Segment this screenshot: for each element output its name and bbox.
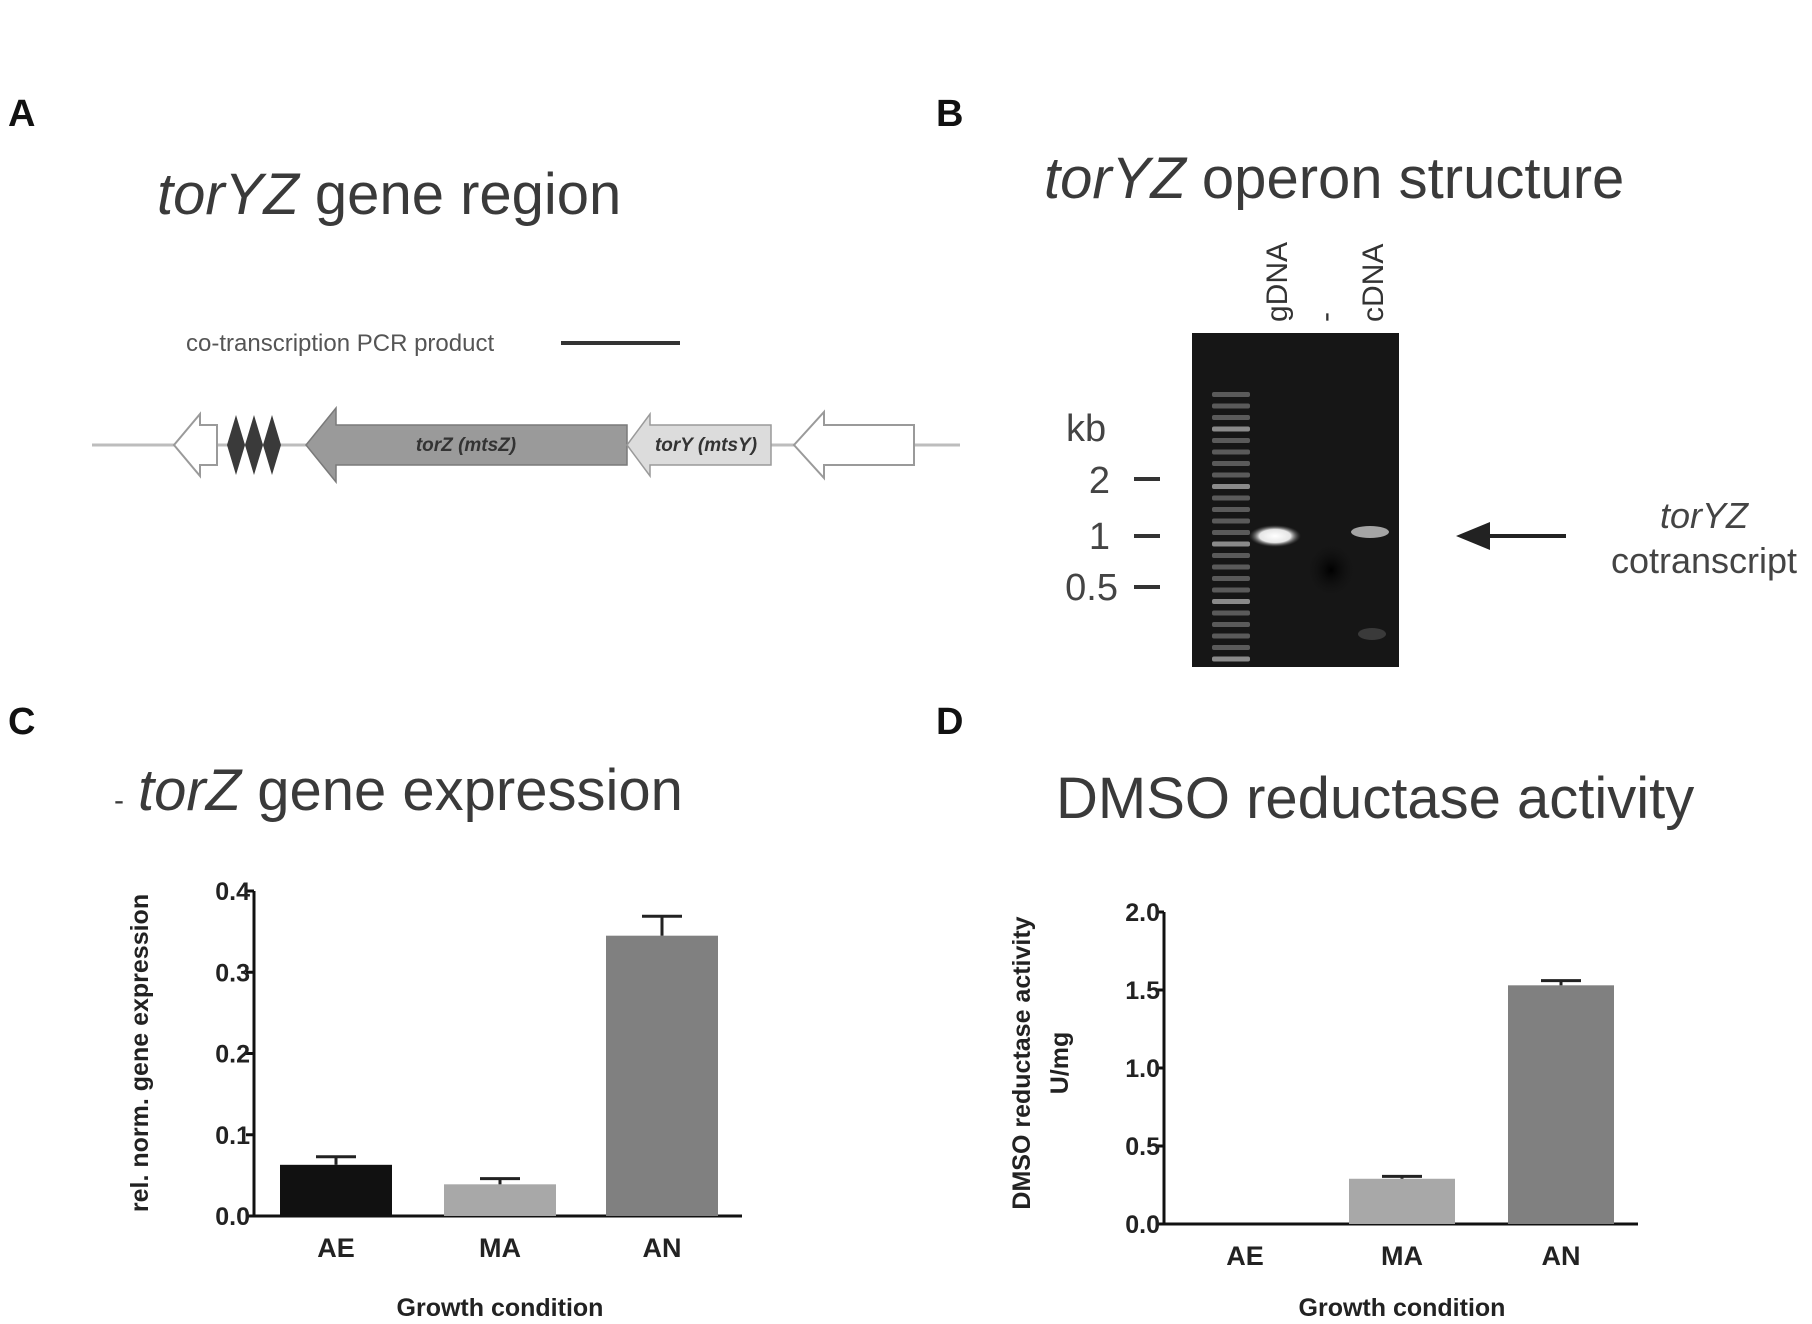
- bar-ma: [444, 1184, 556, 1216]
- gel-image: [1192, 333, 1399, 667]
- lane-label-negative: -: [1309, 312, 1342, 322]
- ladder-band: [1212, 587, 1250, 593]
- ladder-band: [1212, 403, 1250, 409]
- ladder-band: [1212, 438, 1250, 443]
- gene-arrow-dark-2: [245, 415, 263, 475]
- panel-d-title: DMSO reductase activity: [1056, 766, 1694, 831]
- y-tick-label: 0.4: [215, 878, 250, 906]
- y-tick-label: 0.0: [1125, 1211, 1160, 1239]
- bar-ma: [1349, 1178, 1455, 1224]
- ladder-band: [1212, 541, 1250, 547]
- y-tick-label: 1.0: [1125, 1055, 1160, 1083]
- category-label-ae: AE: [317, 1233, 355, 1263]
- gene-arrow-left-small: [172, 411, 218, 479]
- bar-an: [606, 935, 718, 1216]
- category-label-ma: MA: [479, 1233, 521, 1263]
- category-label-an: AN: [1542, 1241, 1581, 1271]
- y-tick-label: 0.5: [1125, 1133, 1160, 1161]
- marker-2kb: 2: [1089, 460, 1110, 502]
- panel-d: D DMSO reductase activity 0.0 0.5 1.0 1.5 2.…: [936, 701, 1694, 1322]
- panel-a: A torYZ gene region co-transcription PCR…: [8, 93, 960, 485]
- gene-label-tory: torY (mtsY): [655, 435, 757, 456]
- ladder-band: [1212, 645, 1250, 650]
- cotranscript-gene-label: torYZ: [1660, 495, 1749, 536]
- ladder-band: [1212, 484, 1250, 489]
- ladder-band: [1212, 472, 1250, 478]
- ladder-band: [1212, 530, 1250, 535]
- chart-c: 0.0 0.1 0.2 0.3 0.4 AE MA AN Growth condition rel…: [126, 878, 742, 1322]
- panel-label-b: B: [936, 93, 963, 135]
- ladder-band: [1212, 518, 1250, 524]
- gene-arrow-dark-1: [227, 415, 245, 475]
- gene-arrow-torz: [305, 405, 628, 485]
- ladder-band: [1212, 564, 1250, 570]
- y-tick-label: 2.0: [1125, 899, 1160, 927]
- gene-arrow-dark-3: [263, 415, 281, 475]
- lane-label-cdna: cDNA: [1357, 244, 1390, 322]
- ladder-band: [1212, 449, 1250, 455]
- panel-label-a: A: [8, 93, 35, 135]
- gene-arrow-right-open: [792, 409, 915, 481]
- y-axis-unit-label: U/mg: [1046, 1032, 1074, 1095]
- panel-a-title: torYZ gene region: [157, 162, 621, 227]
- marker-0_5kb: 0.5: [1065, 567, 1118, 609]
- kb-unit-label: kb: [1066, 408, 1106, 450]
- ladder-band: [1212, 622, 1250, 627]
- pcr-product-label: co-transcription PCR product: [186, 330, 494, 357]
- y-tick-label: 0.1: [215, 1122, 250, 1150]
- ladder-band: [1212, 415, 1250, 420]
- cotranscript-arrow-icon: [1456, 522, 1490, 550]
- panel-a-title-gene: torYZ: [157, 162, 301, 227]
- panel-c-title-gene: torZ: [138, 758, 244, 823]
- gel-dark-spot: [1301, 537, 1361, 603]
- panel-label-c: C: [8, 701, 35, 743]
- lane-label-gdna: gDNA: [1261, 242, 1294, 322]
- y-tick-label: 0.3: [215, 959, 250, 987]
- y-tick-label: 0.2: [215, 1041, 250, 1069]
- y-tick-label: 0.0: [215, 1203, 250, 1231]
- ladder-band: [1212, 461, 1250, 466]
- panel-c-title: - torZ gene expression: [114, 758, 683, 823]
- panel-label-d: D: [936, 701, 963, 743]
- ladder-band: [1212, 495, 1250, 501]
- chart-d: 0.0 0.5 1.0 1.5 2.0 AE MA AN Growth condition DMS…: [1008, 899, 1638, 1322]
- band-gdna: [1249, 525, 1301, 547]
- panel-b-title: torYZ operon structure: [1044, 146, 1624, 211]
- panel-a-title-rest: gene region: [299, 162, 621, 227]
- ladder-band: [1212, 426, 1250, 432]
- gene-label-torz: torZ (mtsZ): [416, 435, 516, 456]
- bar-ae: [280, 1164, 392, 1216]
- category-label-an: AN: [643, 1233, 682, 1263]
- x-axis-label: Growth condition: [1299, 1294, 1506, 1322]
- gene-arrow-tory: [626, 411, 772, 479]
- ladder-band: [1212, 507, 1250, 512]
- ladder-band: [1212, 633, 1250, 639]
- panel-c: C - torZ gene expression 0.0 0.1 0.2 0.3 0.4 A…: [8, 701, 742, 1322]
- cotranscript-label: cotranscript: [1611, 540, 1797, 581]
- y-axis-label: DMSO reductase activity: [1008, 916, 1036, 1209]
- panel-b-title-rest: operon structure: [1186, 146, 1624, 211]
- category-label-ma: MA: [1381, 1241, 1423, 1271]
- dna-ladder: [1212, 392, 1250, 662]
- ladder-band: [1212, 553, 1250, 558]
- bar-an: [1508, 985, 1614, 1224]
- panel-c-title-mark: -: [114, 784, 124, 817]
- panel-c-title-rest: gene expression: [241, 758, 683, 823]
- panel-b-title-gene: torYZ: [1044, 146, 1188, 211]
- band-cdna: [1351, 526, 1389, 538]
- y-tick-label: 1.5: [1125, 977, 1160, 1005]
- ladder-band: [1212, 576, 1250, 581]
- panel-b: B torYZ operon structure gDNA - cDNA kb …: [936, 93, 1797, 667]
- marker-1kb: 1: [1089, 516, 1110, 558]
- category-label-ae: AE: [1226, 1241, 1264, 1271]
- ladder-band: [1212, 599, 1250, 604]
- gel-smear: [1358, 628, 1386, 640]
- ladder-band: [1212, 610, 1250, 616]
- ladder-band: [1212, 656, 1250, 662]
- ladder-band: [1212, 392, 1250, 397]
- y-axis-label: rel. norm. gene expression: [126, 894, 154, 1212]
- x-axis-label: Growth condition: [397, 1294, 604, 1322]
